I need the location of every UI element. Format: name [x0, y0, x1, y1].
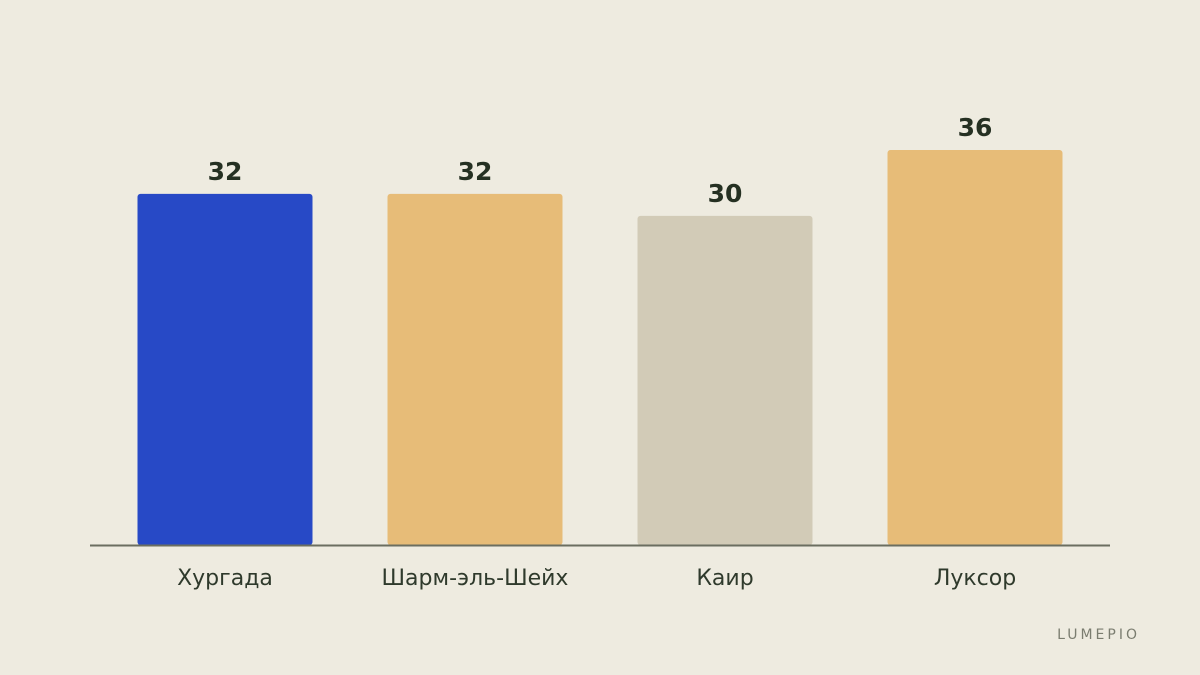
- bar-2: [387, 193, 563, 545]
- x-tick-labels-group: Хургада Шарм-эль-Шейх Каир Луксор: [177, 566, 1016, 591]
- data-label-3: 30: [708, 179, 743, 208]
- bar-1: [137, 193, 313, 545]
- x-tick-label-3: Каир: [696, 566, 753, 591]
- bars-group: [137, 150, 1063, 546]
- data-label-2: 32: [458, 157, 493, 186]
- x-tick-label-4: Луксор: [934, 566, 1016, 591]
- data-label-4: 36: [958, 113, 993, 142]
- brand-watermark: LUMEPIO: [1057, 627, 1140, 643]
- bar-4: [887, 150, 1063, 545]
- x-tick-label-1: Хургада: [177, 566, 273, 591]
- bar-3: [637, 215, 813, 546]
- x-tick-label-2: Шарм-эль-Шейх: [382, 566, 569, 591]
- value-labels-group: 32 32 30 36: [208, 113, 993, 208]
- data-label-1: 32: [208, 157, 243, 186]
